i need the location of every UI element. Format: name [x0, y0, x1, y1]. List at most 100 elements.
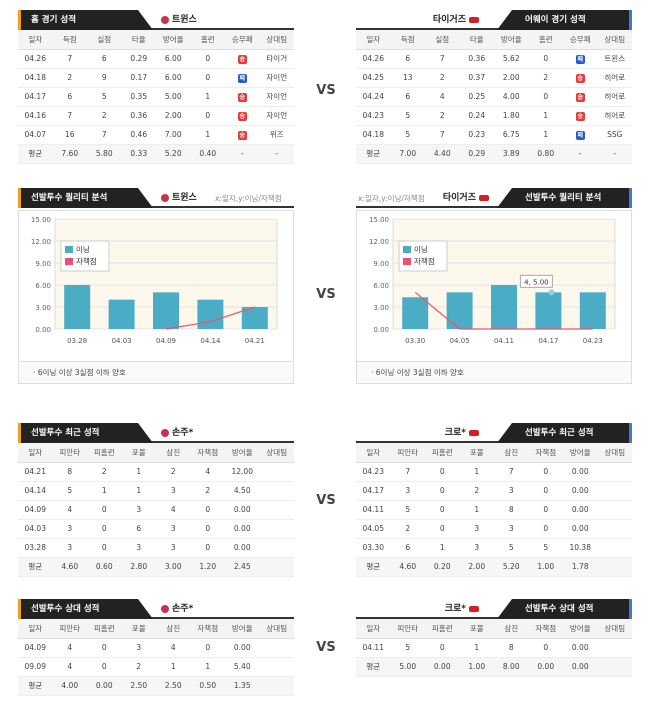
table-cell: 4.60 [390, 557, 425, 577]
average-row: 평균 5.00 0.00 1.00 8.00 0.00 0.00 [356, 657, 632, 677]
table-cell: 5.20 [494, 557, 529, 577]
average-row: 평균 4.00 0.00 2.50 2.50 0.50 1.35 [18, 676, 294, 696]
table-cell: 7 [52, 106, 87, 126]
table-cell: 0.37 [459, 68, 494, 88]
legend-label: 자책점 [76, 256, 97, 266]
table-cell: 4 [425, 87, 460, 107]
table-cell [597, 462, 632, 482]
table-row: 04.07 16 7 0.46 7.00 1 승 위즈 [18, 125, 294, 145]
table-row: 04.18 5 7 0.23 6.75 1 패 SSG [356, 125, 632, 145]
table-cell: 8 [494, 500, 529, 520]
away-team-name: 타이거즈 [433, 10, 482, 30]
average-row: 평균 4.60 0.20 2.00 5.20 1.00 1.78 [356, 557, 632, 577]
earned-run-line [414, 291, 593, 330]
column-header: 포볼 [121, 443, 156, 463]
result-badge: 승 [563, 87, 598, 107]
column-header: 자책점 [528, 619, 563, 639]
pitcher-vs-left-title: 선발투수 상대 성적 [18, 599, 153, 619]
table-cell: 1 [121, 481, 156, 501]
table-cell: 1 [156, 657, 191, 677]
table-cell: 0.80 [528, 144, 563, 164]
table-cell: 4 [52, 500, 87, 520]
table-cell: 6.75 [494, 125, 529, 145]
column-header: 피홈런 [425, 443, 460, 463]
table-row: 04.18 2 9 0.17 6.00 0 패 자이언 [18, 68, 294, 88]
table-cell: - [259, 144, 294, 164]
table-cell: 2 [459, 481, 494, 501]
table-cell: 2.45 [225, 557, 260, 577]
y-tick-label: 3.00 [35, 304, 51, 312]
table-cell: 4.50 [225, 481, 260, 501]
table-cell: 0.17 [121, 68, 156, 88]
table-cell: 3.00 [156, 557, 191, 577]
table-cell: 8 [52, 462, 87, 482]
pitcher-recent-left-table: 일자 피안타 피홈런 포볼 삼진 자책점 방어율 상대팀 04.21 8 2 1 2 4 12.00 04.1… [18, 443, 294, 577]
table-cell: 2 [87, 106, 122, 126]
inning-bar [241, 307, 268, 329]
quality-chart-right-svg: 0.00 3.00 6.00 9.00 12.00 15.00 03.30 04.05 04.1… [369, 216, 616, 345]
table-cell [259, 462, 294, 482]
column-header: 타율 [459, 30, 494, 50]
table-cell: 5.00 [156, 87, 191, 107]
table-cell: 0 [528, 87, 563, 107]
table-cell: 1.78 [563, 557, 598, 577]
table-cell: 0 [528, 638, 563, 658]
table-cell: 7.00 [156, 125, 191, 145]
x-tick-label: 04.05 [450, 337, 470, 345]
table-cell: 0.40 [190, 144, 225, 164]
y-tick-label: 0.00 [35, 326, 51, 334]
x-tick-label: 03.28 [67, 337, 87, 345]
column-header: 상대팀 [259, 30, 294, 50]
table-cell: 5 [494, 538, 529, 558]
home-recent-table: 일자 득점 실점 타율 방어율 홈런 승무패 상대팀 04.26 7 6 0.29 6.00 0 승 타이거 0… [18, 30, 294, 164]
table-cell: 4 [52, 638, 87, 658]
table-row: 04.03 3 0 6 3 0 0.00 [18, 519, 294, 539]
table-cell: 0 [528, 462, 563, 482]
table-cell: 2.00 [156, 106, 191, 126]
column-header: 피안타 [52, 619, 87, 639]
table-cell: 12.00 [225, 462, 260, 482]
x-tick-label: 04.23 [583, 337, 603, 345]
inning-bar [153, 292, 179, 329]
pitcher-recent-left-title: 선발투수 최근 성적 [18, 423, 153, 443]
home-recent-panel: 홈 경기 성적 트윈스 일자 득점 실점 타율 방어율 홈런 승무패 상대팀 04.26 7 6 0.… [18, 10, 294, 164]
table-cell [259, 538, 294, 558]
table-cell: 3 [52, 538, 87, 558]
table-cell [259, 676, 294, 696]
tigers-logo-icon [469, 605, 479, 612]
x-tick-label: 04.14 [200, 337, 221, 345]
table-cell: - [225, 144, 260, 164]
table-cell: 6.00 [156, 49, 191, 69]
table-cell: 2 [390, 519, 425, 539]
x-tick-label: 04.11 [494, 337, 514, 345]
table-cell: 04.17 [18, 87, 53, 107]
table-cell: 5 [87, 87, 122, 107]
table-cell: 0.23 [459, 125, 494, 145]
table-cell: 5.80 [87, 144, 122, 164]
column-header: 피안타 [390, 619, 425, 639]
column-header: 일자 [18, 443, 53, 463]
result-badge: 승 [563, 68, 598, 88]
table-cell: 04.21 [18, 462, 53, 482]
inning-bar [579, 292, 606, 329]
legend-swatch [65, 258, 73, 265]
tigers-logo-icon [479, 194, 489, 201]
table-cell: 04.03 [18, 519, 53, 539]
result-badge: 패 [563, 49, 598, 69]
win-icon: 승 [575, 92, 585, 102]
table-cell: 1 [121, 462, 156, 482]
table-cell: 1.80 [494, 106, 529, 126]
column-header: 상대팀 [597, 619, 632, 639]
column-header: 포볼 [459, 619, 494, 639]
inning-bar [446, 292, 473, 329]
table-cell: 04.23 [356, 462, 391, 482]
column-header: 득점 [390, 30, 425, 50]
table-cell: 3 [494, 519, 529, 539]
table-cell: 1 [190, 657, 225, 677]
inning-bar [402, 297, 429, 329]
table-cell: 8 [494, 638, 529, 658]
column-header: 승무패 [563, 30, 598, 50]
table-cell: 0.46 [121, 125, 156, 145]
table-cell: 0 [190, 500, 225, 520]
column-header: 일자 [356, 619, 391, 639]
